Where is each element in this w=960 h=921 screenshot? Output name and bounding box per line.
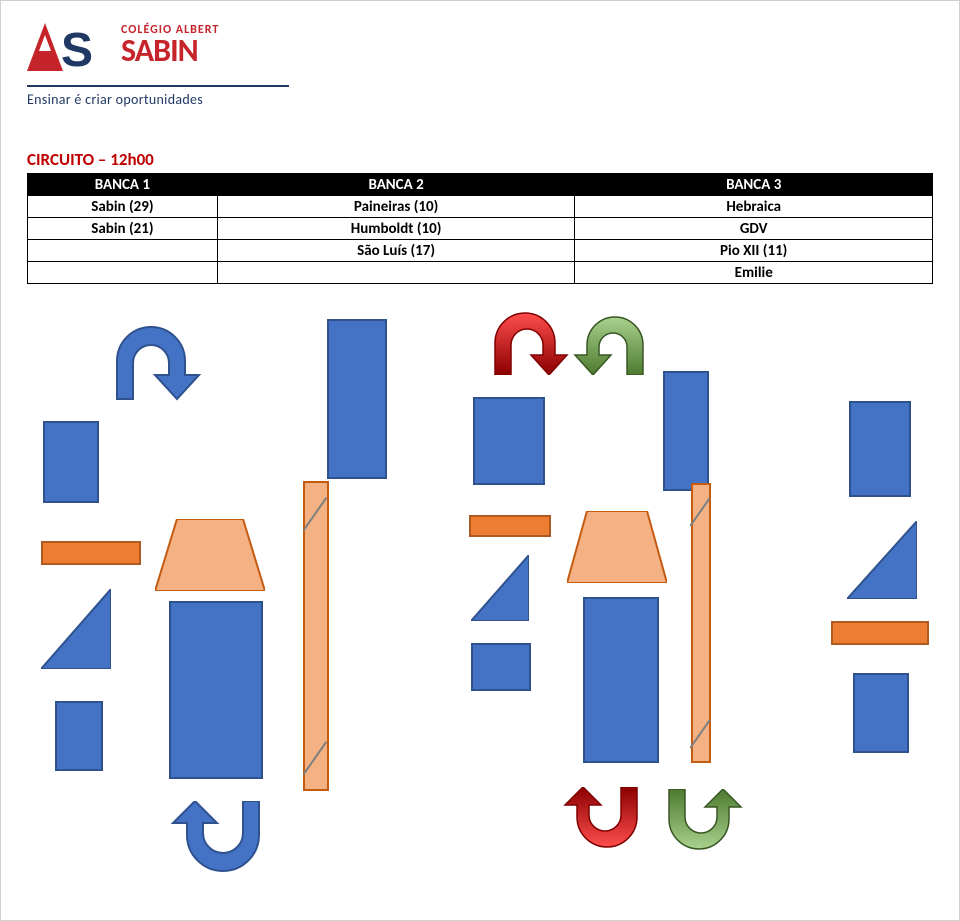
blue-rectangle <box>473 397 545 485</box>
table-cell: Pio XII (11) <box>575 240 933 262</box>
orange-bar <box>831 621 929 645</box>
peach-trapezoid <box>567 511 667 588</box>
page-title: CIRCUITO – 12h00 <box>27 149 154 170</box>
table-row: Sabin (29) Paineiras (10) Hebraica <box>28 196 933 218</box>
blue-rectangle <box>663 371 709 491</box>
page: S COLÉGIO ALBERT SABIN Ensinar é criar o… <box>0 0 960 921</box>
blue-rectangle <box>55 701 103 771</box>
logo-s-letter: S <box>61 23 91 78</box>
logo-a-cutout <box>39 35 51 51</box>
schedule-table: BANCA 1 BANCA 2 BANCA 3 Sabin (29) Paine… <box>27 173 933 284</box>
blue-rectangle <box>471 643 531 691</box>
orange-bar <box>41 541 141 565</box>
diagram-canvas <box>27 301 933 901</box>
peach-trapezoid <box>155 519 265 596</box>
curved-arrow-red-icon <box>479 301 575 380</box>
table-row: Sabin (21) Humboldt (10) GDV <box>28 218 933 240</box>
blue-triangle <box>41 589 111 674</box>
logo-name: SABIN <box>121 37 301 66</box>
blue-rectangle <box>849 401 911 497</box>
blue-rectangle <box>853 673 909 753</box>
table-cell: Emilie <box>575 262 933 284</box>
table-cell: Humboldt (10) <box>217 218 575 240</box>
table-cell <box>28 240 218 262</box>
col-header: BANCA 3 <box>575 174 933 196</box>
logo-text: COLÉGIO ALBERT SABIN <box>121 23 301 66</box>
school-logo: S COLÉGIO ALBERT SABIN Ensinar é criar o… <box>27 17 293 109</box>
table-header-row: BANCA 1 BANCA 2 BANCA 3 <box>28 174 933 196</box>
col-header: BANCA 2 <box>217 174 575 196</box>
table-row: São Luís (17) Pio XII (11) <box>28 240 933 262</box>
curved-arrow-icon <box>97 311 207 406</box>
blue-rectangle <box>169 601 263 779</box>
table-cell <box>217 262 575 284</box>
table-cell: Sabin (21) <box>28 218 218 240</box>
blue-triangle <box>471 555 529 626</box>
blue-rectangle <box>327 319 387 479</box>
table-cell <box>28 262 218 284</box>
blue-rectangle <box>583 597 659 763</box>
curved-arrow-icon <box>159 801 279 886</box>
orange-bar <box>469 515 551 537</box>
table-cell: São Luís (17) <box>217 240 575 262</box>
table-cell: Paineiras (10) <box>217 196 575 218</box>
table-cell: GDV <box>575 218 933 240</box>
table-cell: Sabin (29) <box>28 196 218 218</box>
blue-triangle <box>847 521 917 604</box>
blue-rectangle <box>43 421 99 503</box>
curved-arrow-red-icon <box>557 787 653 862</box>
table-cell: Hebraica <box>575 196 933 218</box>
curved-arrow-green-icon <box>567 305 659 380</box>
col-header: BANCA 1 <box>28 174 218 196</box>
logo-divider <box>27 85 289 87</box>
logo-mark: S <box>27 17 105 77</box>
table-row: Emilie <box>28 262 933 284</box>
logo-tagline: Ensinar é criar oportunidades <box>27 91 203 108</box>
curved-arrow-green-icon <box>653 789 749 864</box>
